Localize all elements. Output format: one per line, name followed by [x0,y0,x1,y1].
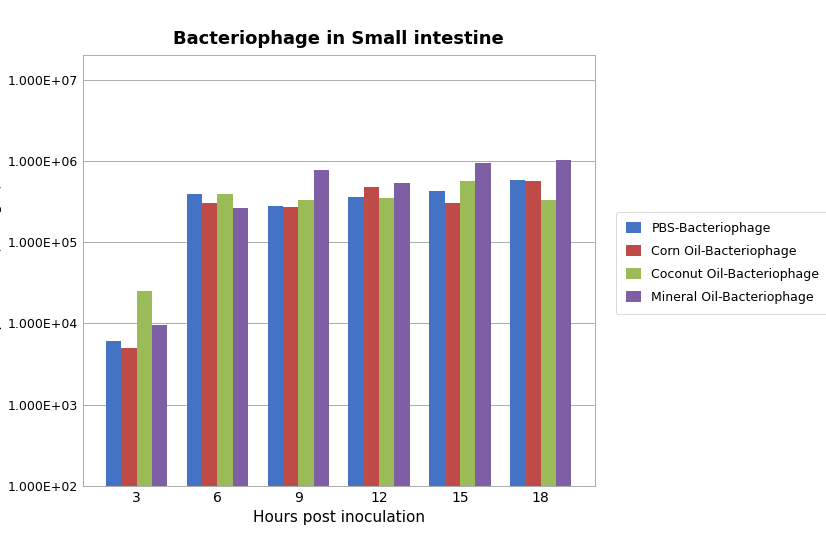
Bar [298,200,314,552]
Bar [556,160,572,552]
Y-axis label: Plaque count (PFU/gm): Plaque count (PFU/gm) [0,183,2,358]
Bar [152,325,168,552]
Bar [363,187,379,552]
Bar [282,207,298,552]
Bar [430,192,444,552]
Bar [525,181,541,552]
Bar [121,348,136,552]
X-axis label: Hours post inoculation: Hours post inoculation [253,510,425,525]
Bar [187,194,202,552]
Bar [379,198,395,552]
Bar [475,163,491,552]
Bar [268,206,282,552]
Bar [202,203,217,552]
Bar [460,181,475,552]
Bar [314,169,329,552]
Bar [541,200,556,552]
Legend: PBS-Bacteriophage, Corn Oil-Bacteriophage, Coconut Oil-Bacteriophage, Mineral Oi: PBS-Bacteriophage, Corn Oil-Bacteriophag… [616,212,826,314]
Bar [217,194,233,552]
Bar [349,197,363,552]
Bar [444,203,460,552]
Bar [233,209,248,552]
Bar [510,180,525,552]
Bar [106,341,121,552]
Bar [136,291,152,552]
Title: Bacteriophage in Small intestine: Bacteriophage in Small intestine [173,30,504,48]
Bar [395,183,410,552]
